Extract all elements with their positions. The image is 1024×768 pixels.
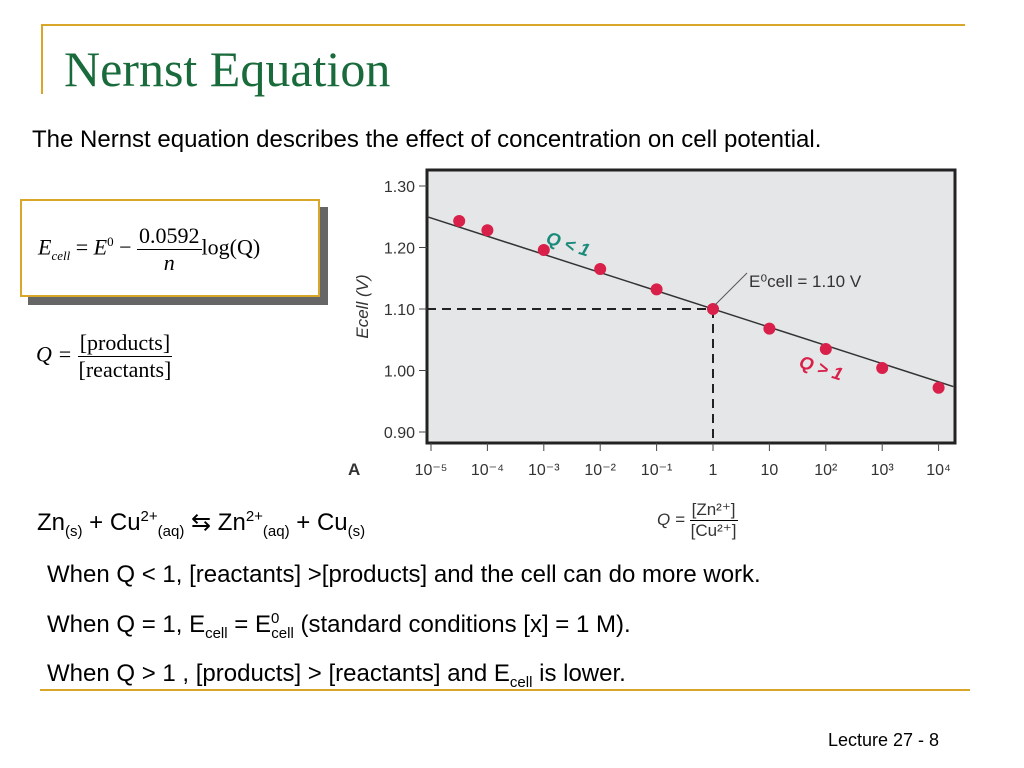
- plot-area: [425, 168, 957, 445]
- left-rule: [41, 24, 43, 94]
- q-numerator: [products]: [77, 330, 173, 357]
- r-s2: (s): [347, 522, 366, 540]
- x-tick-label: 10⁻³: [528, 462, 560, 479]
- chart-q-label: Q =: [657, 509, 685, 529]
- r-aq2: (aq): [262, 522, 290, 540]
- nernst-equation-box: Ecell = E0 − 0.0592 n log(Q): [20, 199, 320, 297]
- slide-subtitle: The Nernst equation describes the effect…: [32, 126, 822, 153]
- eq-denominator: n: [163, 250, 175, 275]
- data-point: [537, 243, 550, 256]
- y-tick-label: 1.20: [384, 241, 415, 258]
- top-rule: [42, 24, 965, 26]
- eq-minus: −: [119, 234, 132, 260]
- equilibrium-arrow-icon: ⇆: [184, 509, 218, 536]
- l3c: is lower.: [532, 660, 626, 687]
- x-tick-label: 10: [761, 462, 779, 479]
- q-label: Q =: [36, 341, 73, 367]
- eq-equals: =: [75, 234, 89, 260]
- x-tick-label: 10⁻¹: [641, 462, 673, 479]
- r-cu-charge: 2+: [140, 508, 158, 525]
- r-cu: + Cu: [82, 509, 141, 536]
- data-point: [481, 224, 494, 237]
- x-tick-label: 10²: [814, 462, 838, 479]
- q-greater-statement: When Q > 1 , [products] > [reactants] an…: [47, 660, 626, 691]
- data-point: [819, 342, 832, 355]
- reaction-equation: Zn(s) + Cu2+(aq) ⇆ Zn2+(aq) + Cu(s): [37, 508, 365, 540]
- q-equal-statement: When Q = 1, Ecell = E0cell (standard con…: [47, 610, 631, 642]
- x-tick-label: 1: [709, 462, 718, 479]
- y-tick-label: 1.00: [384, 364, 415, 381]
- r-zn2: Zn: [217, 509, 246, 536]
- slide-footer: Lecture 27 - 8: [828, 730, 940, 750]
- chart-q-numerator: [Zn²⁺]: [689, 500, 738, 521]
- y-axis-label: Ecell (V): [353, 274, 372, 338]
- r-zn-charge: 2+: [245, 508, 263, 525]
- eq-e0: E: [93, 234, 108, 260]
- data-point: [453, 215, 466, 228]
- q-denominator: [reactants]: [78, 357, 172, 382]
- x-tick-label: 10³: [871, 462, 895, 479]
- r-zn: Zn: [37, 509, 66, 536]
- eq-cell: cell: [51, 247, 71, 263]
- l2f: (standard conditions [x] = 1 M).: [293, 611, 631, 638]
- chart-q-definition: Q = [Zn²⁺] [Cu²⁺]: [657, 500, 738, 541]
- trend-line: [426, 215, 954, 388]
- x-tick-label: 10⁻⁴: [471, 462, 504, 479]
- r-cu2: + Cu: [289, 509, 348, 536]
- r-aq1: (aq): [157, 522, 185, 540]
- eq-e: E: [38, 234, 52, 260]
- data-point: [876, 362, 889, 375]
- l2c: = E: [227, 611, 271, 638]
- l2e: cell: [271, 624, 294, 642]
- eq-zero: 0: [107, 234, 114, 250]
- l3a: When Q > 1 , [products] > [reactants] an…: [47, 660, 510, 687]
- x-tick-label: 10⁻²: [584, 462, 616, 479]
- l2a: When Q = 1, E: [47, 611, 206, 638]
- data-point: [707, 303, 719, 315]
- x-tick-label: 10⁻⁵: [415, 462, 448, 479]
- q-definition: Q = [products] [reactants]: [36, 330, 173, 383]
- r-s1: (s): [65, 522, 83, 540]
- bottom-rule: [40, 689, 970, 691]
- e0-annotation: E⁰cell = 1.10 V: [749, 272, 862, 291]
- l2b: cell: [205, 624, 228, 642]
- panel-label: A: [348, 460, 360, 479]
- l3b: cell: [509, 673, 533, 691]
- data-point: [650, 283, 663, 296]
- data-point: [932, 381, 945, 394]
- eq-numerator: 0.0592: [137, 223, 202, 250]
- data-point: [763, 322, 776, 335]
- data-point: [594, 263, 607, 276]
- y-tick-label: 1.10: [384, 302, 415, 319]
- e0-leader-line: [714, 272, 748, 306]
- ecell-vs-q-chart: 0.90 1.00 1.10 1.20 1.30 10⁻⁵ 10⁻⁴ 10⁻³ 10⁻² 10⁻¹…: [348, 168, 957, 479]
- slide-title: Nernst Equation: [64, 41, 391, 97]
- chart-q-denominator: [Cu²⁺]: [690, 521, 737, 540]
- q-less-statement: When Q < 1, [reactants] >[products] and …: [47, 561, 761, 588]
- x-tick-label: 10⁴: [926, 462, 951, 479]
- l2d: 0: [270, 610, 280, 627]
- y-tick-label: 1.30: [384, 179, 415, 196]
- eq-log: log(Q): [201, 234, 261, 260]
- y-tick-label: 0.90: [384, 425, 415, 442]
